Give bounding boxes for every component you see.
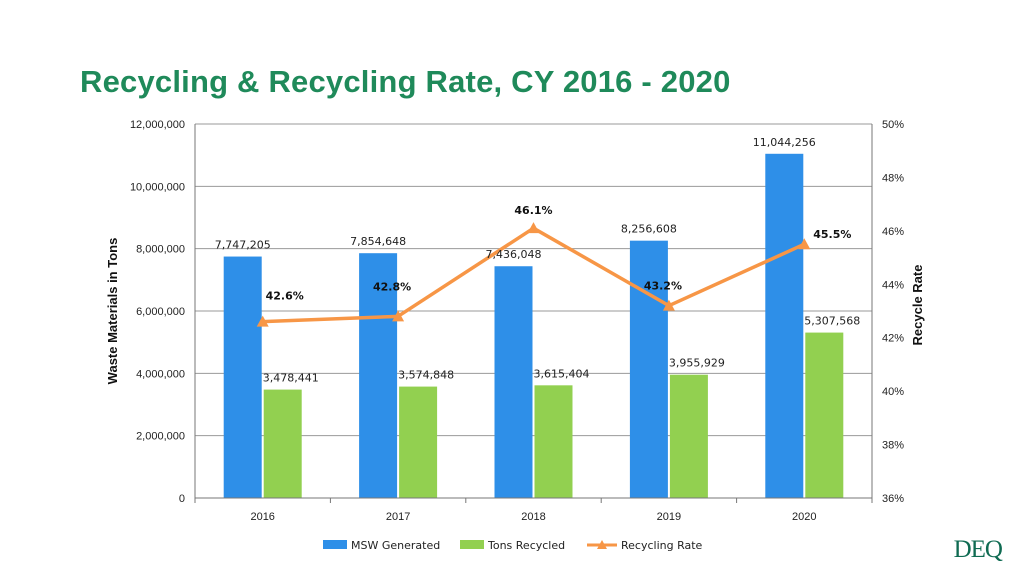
legend-msw-swatch: [323, 540, 347, 549]
y-tick-label: 6,000,000: [136, 306, 185, 318]
recycling-rate-label: 45.5%: [813, 228, 851, 241]
tons-recycled-bar: [399, 386, 438, 498]
msw-generated-bar: [765, 153, 804, 498]
deq-logo: DEQ: [953, 536, 1003, 563]
legend-recycled-swatch: [460, 540, 484, 549]
y2-tick-label: 40%: [882, 386, 904, 398]
msw-generated-bar: [629, 240, 668, 498]
tons-recycled-label: 3,478,441: [263, 372, 319, 385]
bar-series: [223, 153, 844, 498]
legend-label: MSW Generated: [351, 539, 440, 552]
tons-recycled-label: 5,307,568: [804, 315, 860, 328]
x-tick-label: 2020: [792, 511, 816, 523]
msw-generated-bar: [494, 266, 533, 498]
tons-recycled-label: 3,955,929: [669, 357, 725, 370]
y-tick-label: 0: [179, 493, 185, 505]
legend: MSW Generated Tons Recycled Recycling Rate: [323, 539, 703, 552]
recycling-rate-marker: [392, 310, 405, 322]
y-tick-label: 2,000,000: [136, 431, 185, 443]
recycling-rate-line: [262, 226, 806, 324]
msw-generated-bar: [223, 256, 262, 498]
msw-generated-label: 11,044,256: [753, 136, 816, 149]
y-axis-title: Waste Materials in Tons: [105, 238, 120, 385]
recycling-rate-label: 43.2%: [644, 280, 682, 293]
x-tick-label: 2017: [386, 511, 410, 523]
x-tick-label: 2016: [250, 511, 274, 523]
recycling-rate-label: 42.8%: [373, 280, 411, 293]
data-labels: 7,747,205 3,478,441 7,854,648 3,574,848 7,43…: [215, 136, 861, 385]
x-tick-label: 2018: [521, 511, 545, 523]
legend-rate-marker: [597, 540, 607, 549]
y2-tick-label: 38%: [882, 440, 904, 452]
recycling-rate-label: 42.6%: [266, 290, 304, 303]
y-tick-label: 10,000,000: [130, 181, 185, 193]
y2-tick-label: 48%: [882, 172, 904, 184]
y-tick-label: 12,000,000: [130, 119, 185, 131]
recycling-rate-marker: [256, 315, 269, 327]
y-tick-label: 4,000,000: [136, 368, 185, 380]
y2-tick-label: 50%: [882, 119, 904, 131]
recycling-rate-marker: [798, 238, 811, 250]
recycling-rate-label: 46.1%: [514, 204, 552, 217]
y2-tick-label: 36%: [882, 493, 904, 505]
y2-axis-title: Recycle Rate: [910, 265, 925, 346]
rate-line-series: [256, 222, 811, 327]
slide-title: Recycling & Recycling Rate, CY 2016 - 20…: [80, 64, 731, 99]
msw-generated-label: 7,747,205: [215, 239, 271, 252]
y2-tick-label: 42%: [882, 333, 904, 345]
tons-recycled-label: 3,574,848: [398, 369, 454, 382]
msw-generated-bar: [359, 253, 398, 498]
tons-recycled-label: 3,615,404: [534, 367, 590, 380]
recycling-rate-marker: [662, 299, 675, 311]
tons-recycled-bar: [263, 389, 302, 498]
tons-recycled-bar: [534, 385, 573, 498]
x-tick-label: 2019: [657, 511, 681, 523]
msw-generated-label: 7,436,048: [486, 248, 542, 261]
axes: 0 2,000,000 4,000,000 6,000,000 8,000,000 10,…: [105, 119, 925, 523]
tons-recycled-bar: [805, 332, 844, 498]
tons-recycled-bar: [669, 374, 708, 498]
y2-tick-label: 46%: [882, 226, 904, 238]
msw-generated-label: 8,256,608: [621, 223, 677, 236]
y-tick-label: 8,000,000: [136, 244, 185, 256]
legend-label: Tons Recycled: [487, 539, 565, 552]
legend-label: Recycling Rate: [621, 539, 703, 552]
y2-tick-label: 44%: [882, 279, 904, 291]
recycling-rate-marker: [527, 222, 540, 234]
msw-generated-label: 7,854,648: [350, 235, 406, 248]
